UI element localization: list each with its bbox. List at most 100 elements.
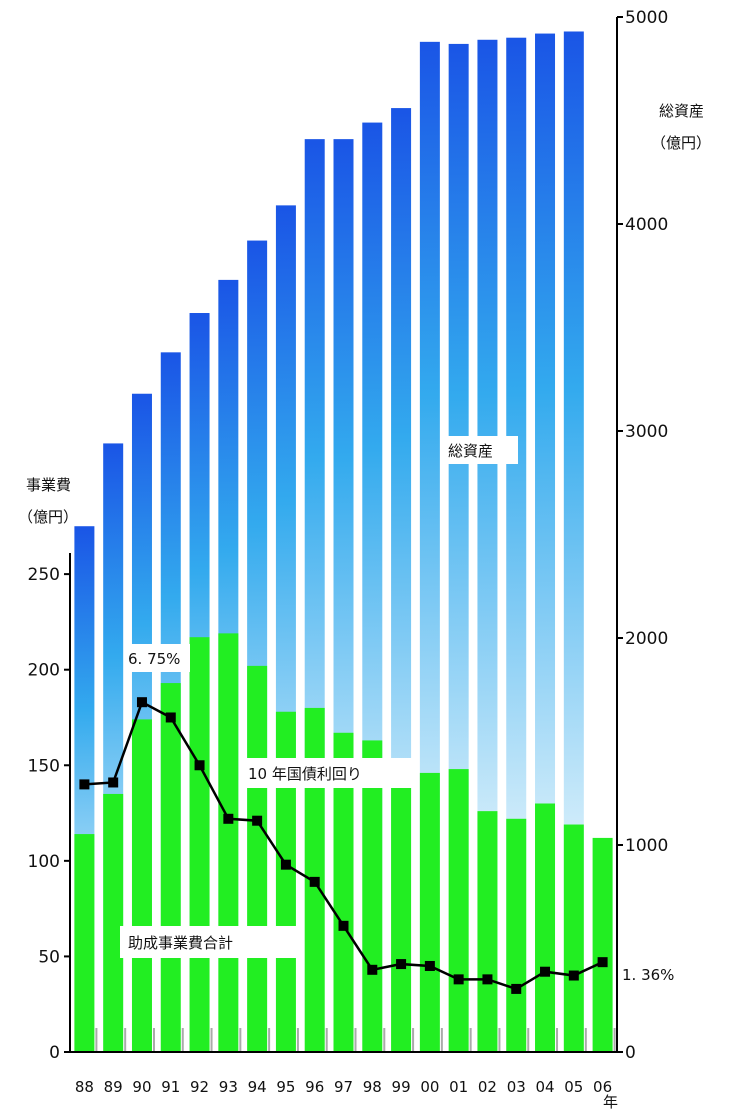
x-tick-label-90: 90 — [132, 1078, 151, 1096]
x-tick-label-94: 94 — [248, 1078, 267, 1096]
x-tick-label-01: 01 — [449, 1078, 468, 1096]
x-tick-label-88: 88 — [75, 1078, 94, 1096]
yield-point-94 — [252, 815, 263, 826]
x-tick-label-96: 96 — [305, 1078, 324, 1096]
x-tick-label-89: 89 — [104, 1078, 123, 1096]
bar-gap-tick-94 — [268, 1028, 271, 1052]
yield-point-03 — [511, 983, 522, 994]
left-axis-title-line2: （億円） — [18, 508, 78, 526]
yield-point-88 — [79, 779, 90, 790]
yield-point-98 — [367, 964, 378, 975]
asset-bar-03 — [506, 37, 527, 1052]
yield-start-box — [124, 644, 190, 672]
yield-point-99 — [396, 959, 407, 970]
grant-bar-99 — [391, 759, 412, 1052]
bar-gap-tick-98 — [383, 1028, 386, 1052]
right-tick-label-2000: 2000 — [625, 629, 668, 649]
yield-line-group — [79, 697, 608, 994]
bar-gap-tick-97 — [354, 1028, 357, 1052]
x-tick-label-97: 97 — [334, 1078, 353, 1096]
grant-bar-92 — [189, 637, 210, 1052]
grant-bar-04 — [535, 803, 556, 1052]
yield-point-91 — [165, 712, 176, 723]
x-tick-label-03: 03 — [507, 1078, 526, 1096]
bar-gap-tick-90 — [152, 1028, 155, 1052]
grant-bar-93 — [218, 633, 239, 1052]
x-axis-unit: 年 — [603, 1093, 618, 1109]
grant-bar-01 — [448, 769, 469, 1052]
right-axis-title-line1: 総資産 — [659, 102, 704, 120]
x-tick-label-02: 02 — [478, 1078, 497, 1096]
yield-point-06 — [597, 957, 608, 968]
yield-point-90 — [136, 697, 147, 708]
right-tick-label-1000: 1000 — [625, 836, 668, 856]
yield-point-95 — [280, 859, 291, 870]
yield-point-02 — [482, 974, 493, 985]
grant-bar-03 — [506, 818, 527, 1052]
bar-gap-tick-00 — [440, 1028, 443, 1052]
grants-label-box — [120, 926, 300, 958]
left-tick-label-250: 250 — [28, 565, 60, 585]
asset-bar-04 — [535, 33, 556, 1053]
yield-point-05 — [568, 970, 579, 981]
bar-gap-tick-02 — [498, 1028, 501, 1052]
bar-gap-tick-06 — [613, 1028, 616, 1052]
grant-bar-00 — [419, 772, 440, 1052]
grant-bar-94 — [247, 665, 268, 1052]
yield-point-97 — [338, 920, 349, 931]
yield-label: 10 年国債利回り — [248, 765, 362, 783]
yield-point-93 — [223, 813, 234, 824]
x-tick-label-91: 91 — [161, 1078, 180, 1096]
left-tick-label-0: 0 — [49, 1043, 60, 1063]
grant-bar-91 — [160, 683, 181, 1052]
assets-label: 総資産 — [448, 442, 493, 460]
bar-gap-tick-89 — [124, 1028, 127, 1052]
yield-point-96 — [309, 876, 320, 887]
x-tick-label-00: 00 — [420, 1078, 439, 1096]
right-tick-label-3000: 3000 — [625, 422, 668, 442]
x-tick-label-98: 98 — [363, 1078, 382, 1096]
grant-bar-05 — [563, 824, 584, 1052]
left-tick-label-200: 200 — [28, 661, 60, 681]
bar-gap-tick-04 — [556, 1028, 559, 1052]
bar-gap-tick-91 — [181, 1028, 184, 1052]
yield-end-label: 1. 36% — [622, 966, 674, 984]
yield-point-00 — [424, 960, 435, 971]
bar-gap-tick-96 — [325, 1028, 328, 1052]
bar-gap-tick-03 — [527, 1028, 530, 1052]
bar-gap-tick-01 — [469, 1028, 472, 1052]
x-tick-label-04: 04 — [535, 1078, 554, 1096]
left-axis-title-line1: 事業費 — [26, 476, 71, 494]
x-tick-label-99: 99 — [392, 1078, 411, 1096]
x-tick-label-92: 92 — [190, 1078, 209, 1096]
asset-bar-02 — [477, 39, 498, 1052]
right-axis-title-line2: （億円） — [651, 134, 711, 152]
bar-gap-tick-93 — [239, 1028, 242, 1052]
grant-bar-95 — [275, 711, 296, 1052]
yield-point-89 — [108, 777, 119, 788]
x-tick-label-95: 95 — [276, 1078, 295, 1096]
x-tick-label-93: 93 — [219, 1078, 238, 1096]
asset-bar-05 — [563, 31, 584, 1053]
bar-gap-tick-92 — [210, 1028, 213, 1052]
bar-gap-tick-95 — [296, 1028, 299, 1052]
left-tick-label-100: 100 — [28, 852, 60, 872]
grants-label: 助成事業費合計 — [128, 934, 233, 952]
bar-gap-tick-05 — [584, 1028, 587, 1052]
left-tick-label-150: 150 — [28, 756, 60, 776]
left-tick-label-50: 50 — [38, 947, 60, 967]
yield-point-04 — [540, 966, 551, 977]
yield-point-92 — [194, 760, 205, 771]
x-tick-label-05: 05 — [564, 1078, 583, 1096]
x-tick-label-06: 06 — [593, 1078, 612, 1096]
grant-bar-97 — [333, 732, 354, 1052]
grant-bar-06 — [592, 837, 613, 1052]
assets-label-box — [440, 436, 518, 464]
grant-bar-02 — [477, 811, 498, 1052]
yield-label-box — [242, 758, 412, 788]
grant-bar-88 — [74, 834, 95, 1052]
grant-bar-90 — [131, 719, 152, 1052]
right-tick-label-0: 0 — [625, 1043, 636, 1063]
